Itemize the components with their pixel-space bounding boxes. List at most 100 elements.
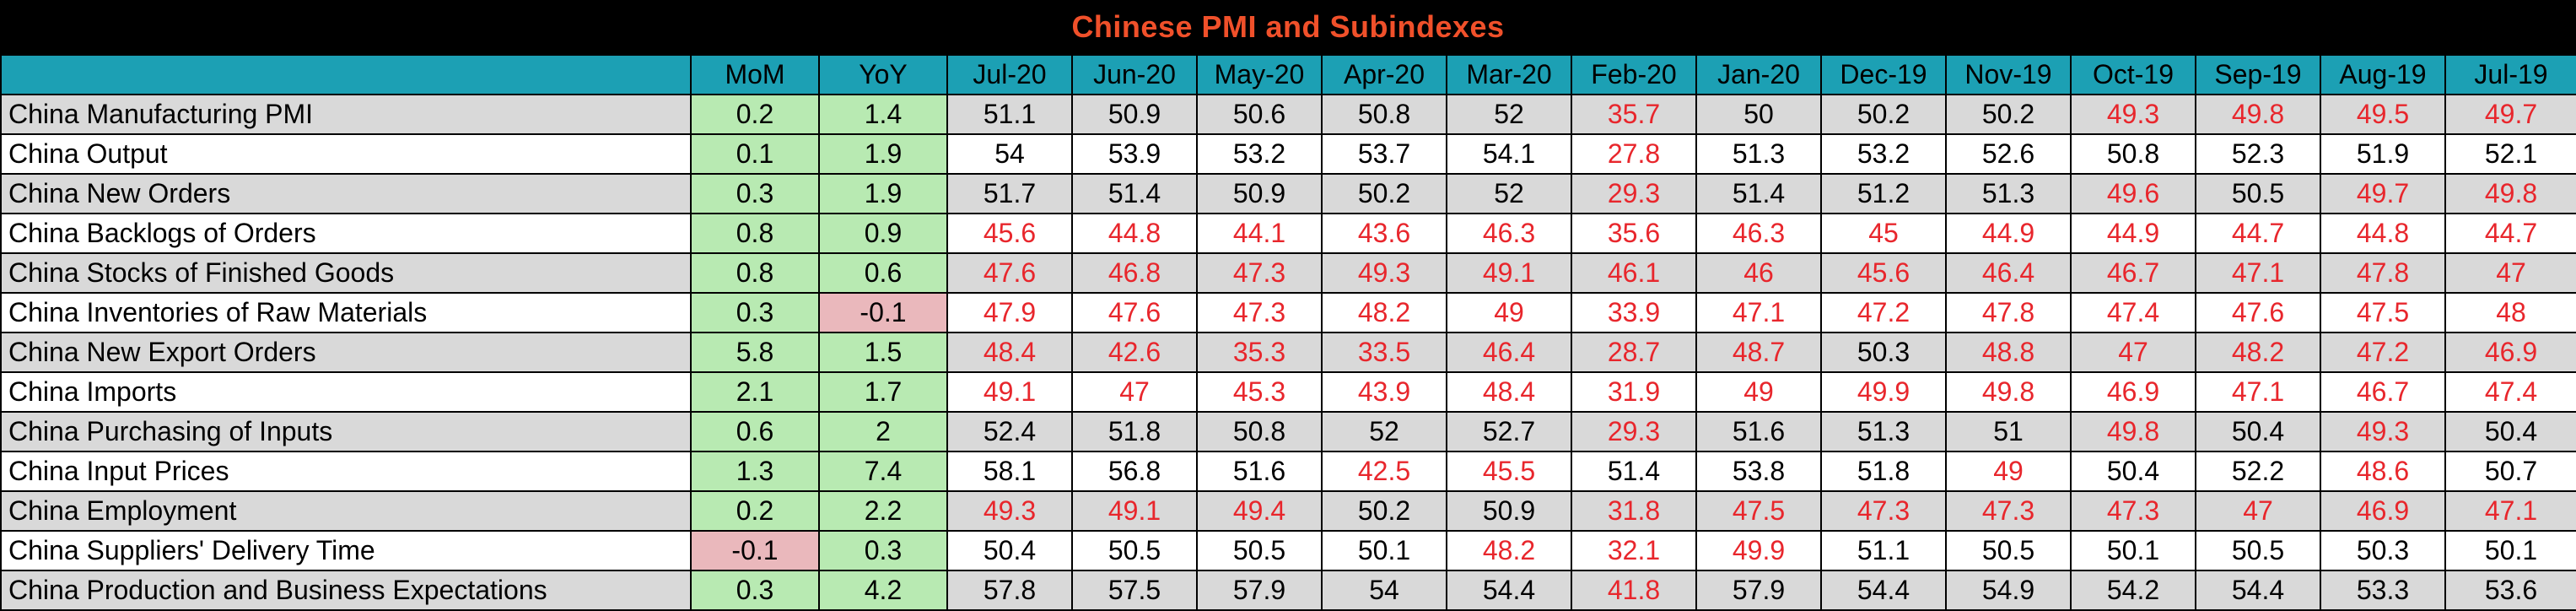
value-cell: 48.2 <box>1446 530 1572 571</box>
value-cell: 50 <box>1695 94 1822 135</box>
value-cell: 27.8 <box>1571 133 1697 175</box>
value-cell: 48.4 <box>1446 371 1572 413</box>
table-row: China Manufacturing PMI 0.2 1.4 51.1 50.9 50.… <box>0 94 2576 135</box>
value-cell: 47.3 <box>1820 490 1947 532</box>
value-cell: 50.9 <box>1071 94 1198 135</box>
value-cell: 49.8 <box>2070 411 2196 452</box>
value-cell: 49.3 <box>2320 411 2446 452</box>
value-cell: 47.6 <box>946 252 1073 294</box>
row-label: China Production and Business Expectatio… <box>0 570 692 611</box>
value-cell: 47.8 <box>1945 292 2072 333</box>
value-cell: 49.8 <box>2195 94 2321 135</box>
yoy-cell: 4.2 <box>818 570 948 611</box>
value-cell: 50.4 <box>2195 411 2321 452</box>
value-cell: 46.9 <box>2320 490 2446 532</box>
header-feb-20: Feb-20 <box>1571 54 1697 95</box>
value-cell: 28.7 <box>1571 332 1697 373</box>
value-cell: 31.8 <box>1571 490 1697 532</box>
row-label: China Inventories of Raw Materials <box>0 292 692 333</box>
row-label: China Purchasing of Inputs <box>0 411 692 452</box>
value-cell: 53.6 <box>2444 570 2576 611</box>
value-cell: 51.3 <box>1945 173 2072 214</box>
row-label: China Manufacturing PMI <box>0 94 692 135</box>
value-cell: 48.2 <box>1321 292 1447 333</box>
yoy-cell: 1.9 <box>818 173 948 214</box>
value-cell: 47.3 <box>2070 490 2196 532</box>
header-yoy: YoY <box>818 54 948 95</box>
value-cell: 53.2 <box>1820 133 1947 175</box>
value-cell: 50.1 <box>1321 530 1447 571</box>
table-row: China Output 0.1 1.9 54 53.9 53.2 53.7 54.1 27.8… <box>0 133 2576 175</box>
value-cell: 47.4 <box>2444 371 2576 413</box>
value-cell: 50.8 <box>2070 133 2196 175</box>
value-cell: 48.4 <box>946 332 1073 373</box>
value-cell: 47.3 <box>1196 292 1323 333</box>
value-cell: 46.1 <box>1571 252 1697 294</box>
value-cell: 49.9 <box>1820 371 1947 413</box>
yoy-cell: 1.7 <box>818 371 948 413</box>
mom-cell: 0.2 <box>690 94 820 135</box>
value-cell: 50.8 <box>1196 411 1323 452</box>
header-aug-19: Aug-19 <box>2320 54 2446 95</box>
value-cell: 52 <box>1446 94 1572 135</box>
table-row: China Backlogs of Orders 0.8 0.9 45.6 44.8 44… <box>0 213 2576 254</box>
table-body: China Manufacturing PMI 0.2 1.4 51.1 50.9 50.… <box>0 94 2576 611</box>
value-cell: 35.3 <box>1196 332 1323 373</box>
table-row: China New Orders 0.3 1.9 51.7 51.4 50.9 50.2 52… <box>0 173 2576 214</box>
mom-cell: -0.1 <box>690 530 820 571</box>
value-cell: 49.8 <box>1945 371 2072 413</box>
header-jul-19: Jul-19 <box>2444 54 2576 95</box>
row-label: China Output <box>0 133 692 175</box>
value-cell: 51.3 <box>1820 411 1947 452</box>
header-jan-20: Jan-20 <box>1695 54 1822 95</box>
value-cell: 46.8 <box>1071 252 1198 294</box>
value-cell: 35.7 <box>1571 94 1697 135</box>
value-cell: 42.6 <box>1071 332 1198 373</box>
value-cell: 52 <box>1321 411 1447 452</box>
header-row: MoM YoY Jul-20 Jun-20 May-20 Apr-20 Mar-20 Feb-… <box>0 54 2576 95</box>
value-cell: 49.1 <box>946 371 1073 413</box>
value-cell: 47.1 <box>2195 371 2321 413</box>
value-cell: 49.9 <box>1695 530 1822 571</box>
mom-cell: 2.1 <box>690 371 820 413</box>
value-cell: 54.9 <box>1945 570 2072 611</box>
value-cell: 53.8 <box>1695 451 1822 492</box>
value-cell: 47.3 <box>1196 252 1323 294</box>
value-cell: 45.6 <box>1820 252 1947 294</box>
value-cell: 47.2 <box>2320 332 2446 373</box>
value-cell: 51.1 <box>1820 530 1947 571</box>
value-cell: 47 <box>2195 490 2321 532</box>
value-cell: 47.1 <box>2195 252 2321 294</box>
value-cell: 50.5 <box>1071 530 1198 571</box>
value-cell: 44.9 <box>2070 213 2196 254</box>
table-row: China Employment 0.2 2.2 49.3 49.1 49.4 50.2 50… <box>0 490 2576 532</box>
table-row: China Stocks of Finished Goods 0.8 0.6 47.6… <box>0 252 2576 294</box>
value-cell: 50.7 <box>2444 451 2576 492</box>
value-cell: 54.4 <box>1820 570 1947 611</box>
row-label: China New Orders <box>0 173 692 214</box>
value-cell: 50.5 <box>1945 530 2072 571</box>
value-cell: 57.5 <box>1071 570 1198 611</box>
value-cell: 33.5 <box>1321 332 1447 373</box>
value-cell: 47.5 <box>2320 292 2446 333</box>
value-cell: 52.6 <box>1945 133 2072 175</box>
header-label-cell <box>0 54 692 95</box>
row-label: China Employment <box>0 490 692 532</box>
value-cell: 50.2 <box>1321 490 1447 532</box>
value-cell: 50.4 <box>2070 451 2196 492</box>
value-cell: 54.1 <box>1446 133 1572 175</box>
value-cell: 47.4 <box>2070 292 2196 333</box>
mom-cell: 0.3 <box>690 570 820 611</box>
value-cell: 50.6 <box>1196 94 1323 135</box>
value-cell: 46.9 <box>2444 332 2576 373</box>
value-cell: 44.9 <box>1945 213 2072 254</box>
table-row: China Suppliers' Delivery Time -0.1 0.3 50.… <box>0 530 2576 571</box>
header-mar-20: Mar-20 <box>1446 54 1572 95</box>
mom-cell: 0.3 <box>690 292 820 333</box>
value-cell: 46.3 <box>1446 213 1572 254</box>
value-cell: 48 <box>2444 292 2576 333</box>
value-cell: 51.8 <box>1071 411 1198 452</box>
yoy-cell: 0.6 <box>818 252 948 294</box>
header-mom: MoM <box>690 54 820 95</box>
value-cell: 47.6 <box>1071 292 1198 333</box>
